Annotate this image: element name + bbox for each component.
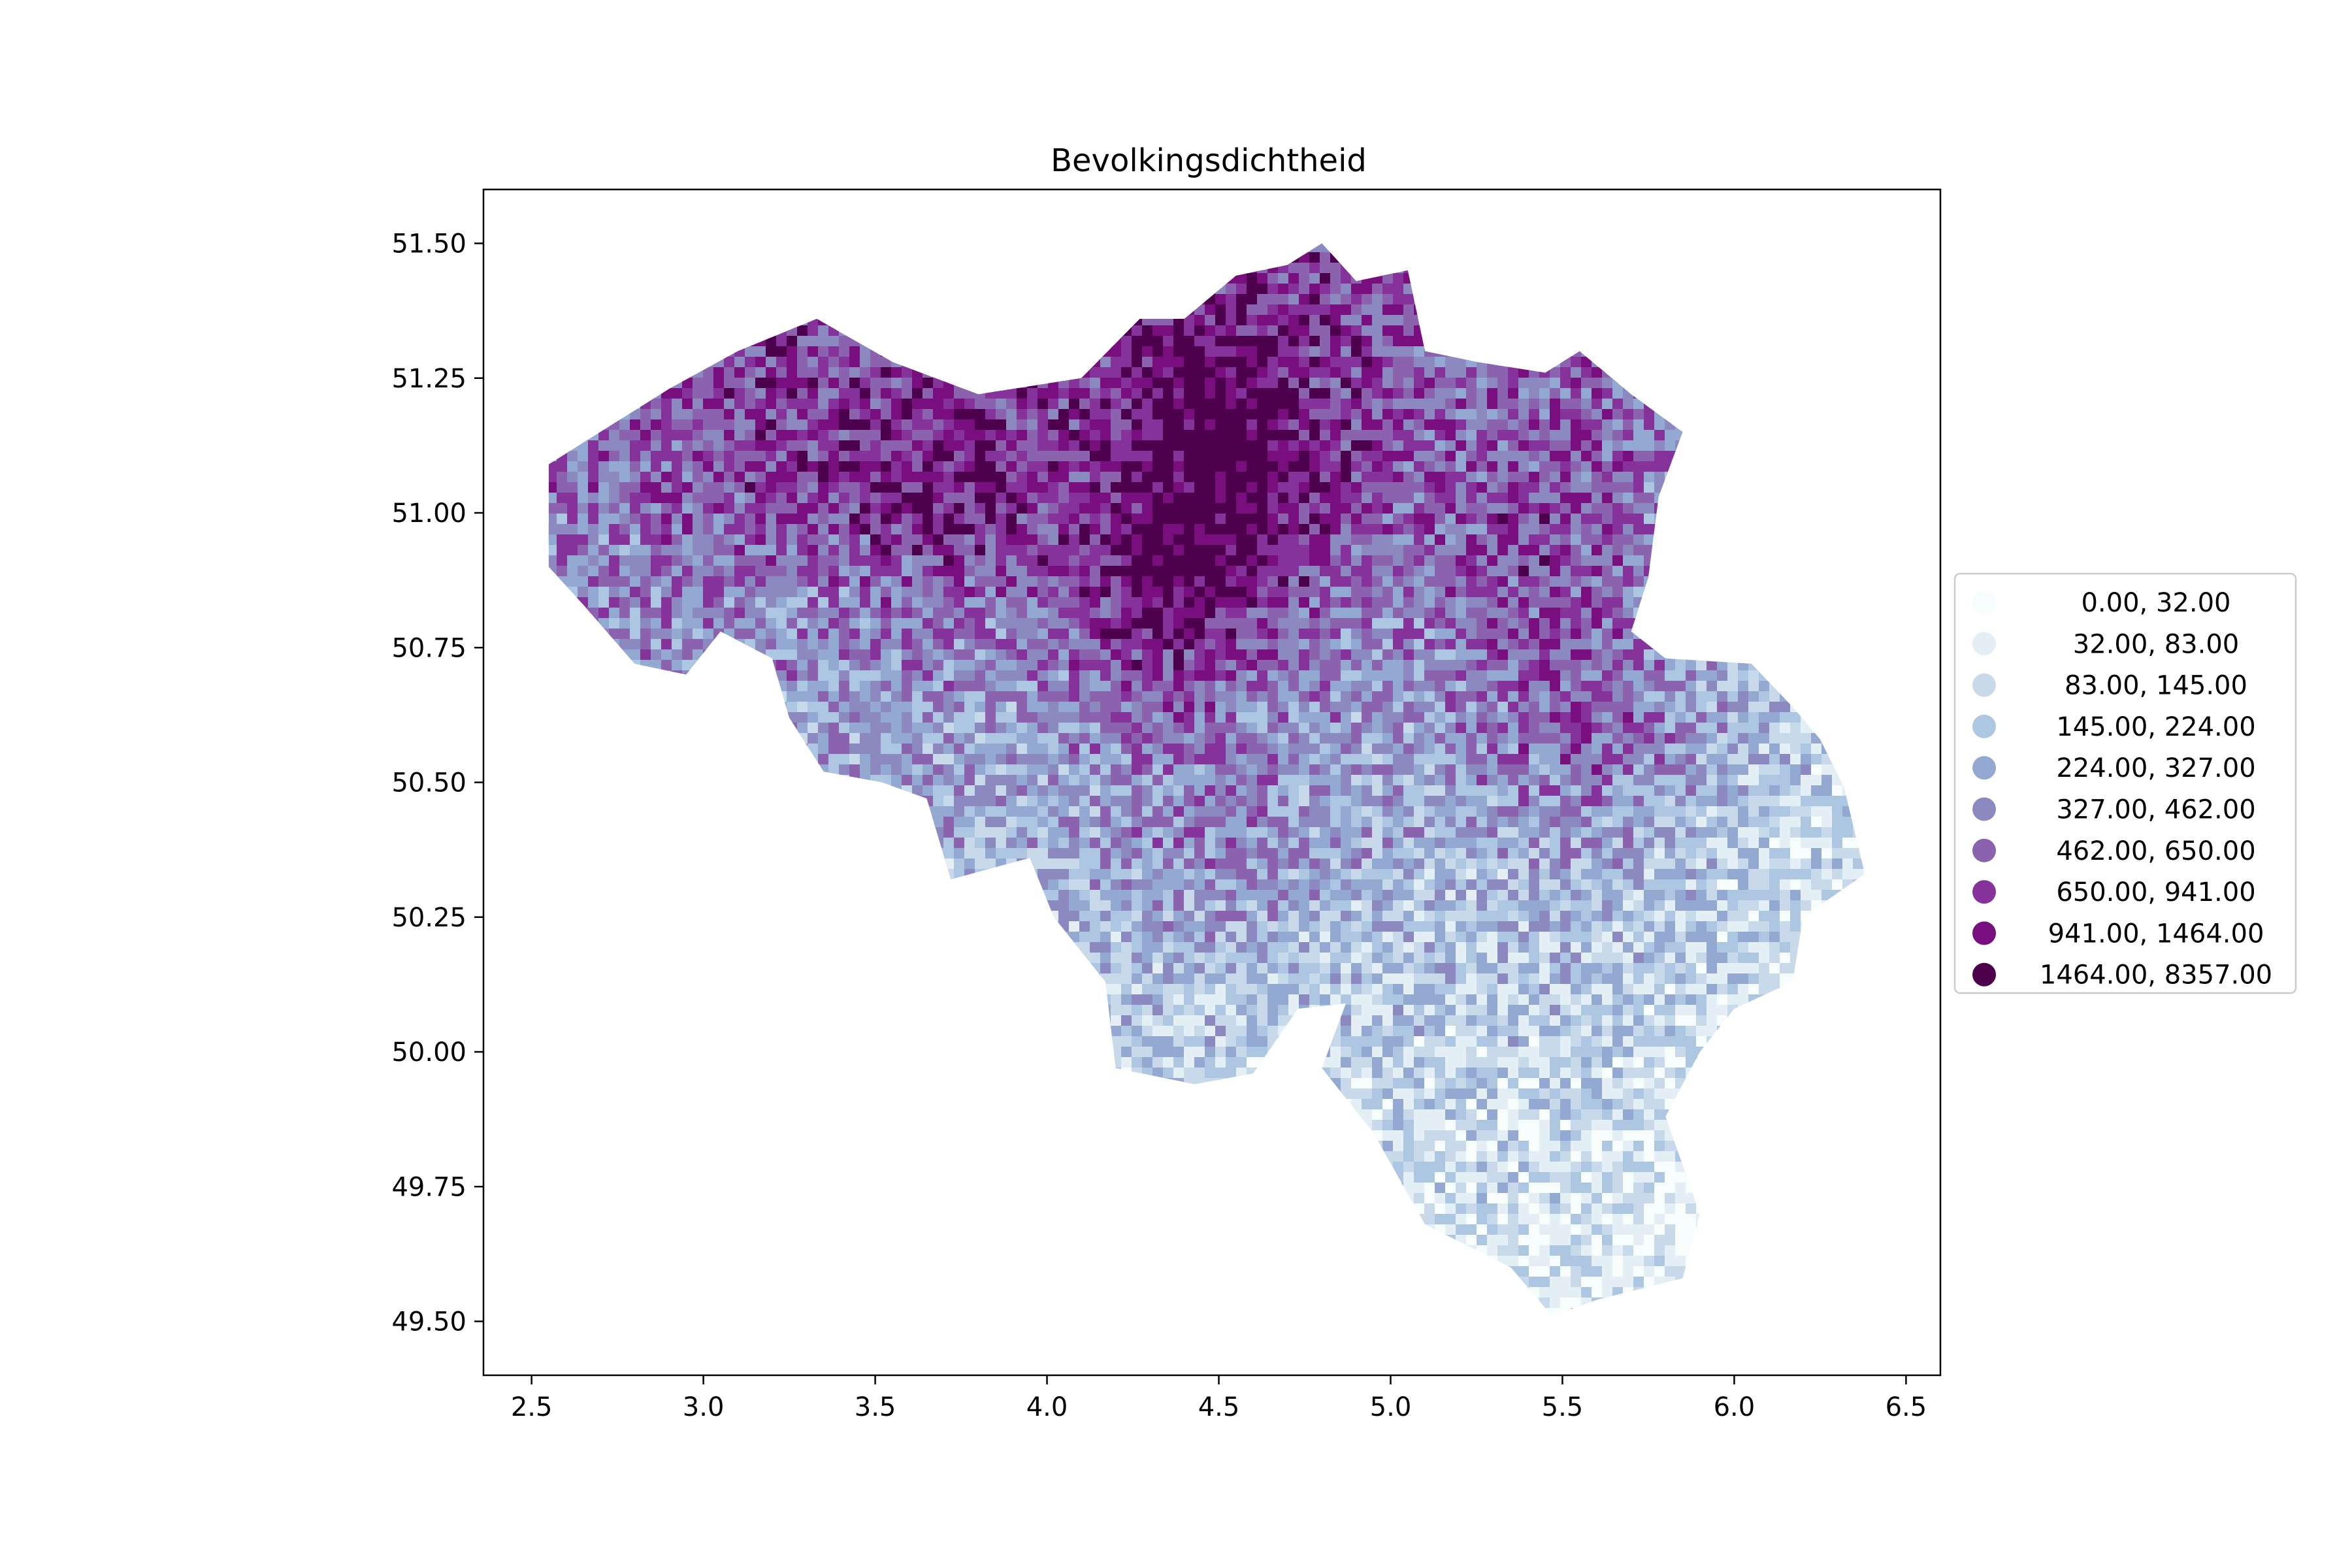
x-tick-label: 3.0 [683, 1392, 725, 1422]
legend-swatch [1972, 880, 1996, 904]
x-tick-label: 2.5 [511, 1392, 553, 1422]
legend-label: 1464.00, 8357.00 [2040, 960, 2272, 990]
legend-label: 145.00, 224.00 [2056, 712, 2255, 742]
y-tick-label: 51.25 [391, 364, 466, 394]
x-tick-label: 6.0 [1714, 1392, 1756, 1422]
y-tick-label: 51.00 [391, 498, 466, 529]
legend-label: 941.00, 1464.00 [2048, 919, 2264, 949]
legend-label: 0.00, 32.00 [2081, 588, 2230, 618]
legend-swatch [1972, 714, 1996, 738]
legend-swatch [1972, 962, 1996, 987]
x-tick-label: 5.0 [1370, 1392, 1412, 1422]
map-title: Bevolkingsdichtheid [1051, 142, 1367, 179]
y-tick-label: 50.25 [391, 903, 466, 933]
legend-label: 32.00, 83.00 [2073, 629, 2239, 659]
legend-swatch [1972, 632, 1996, 656]
x-tick-label: 3.5 [855, 1392, 896, 1422]
y-axis: 49.50 49.75 50.00 50.25 50.50 50.75 51.00 51.25… [391, 229, 483, 1337]
legend-box [1953, 572, 2297, 994]
legend-swatch [1972, 797, 1996, 821]
y-tick-label: 49.75 [391, 1172, 466, 1202]
x-tick-label: 4.5 [1198, 1392, 1240, 1422]
y-tick-label: 51.50 [391, 229, 466, 259]
x-tick-label: 6.5 [1886, 1392, 1927, 1422]
legend-swatch [1972, 756, 1996, 780]
legend-label: 83.00, 145.00 [2065, 671, 2247, 701]
x-tick-label: 5.5 [1542, 1392, 1584, 1422]
legend-swatch [1972, 591, 1996, 614]
y-tick-label: 50.75 [391, 633, 466, 663]
legend-label: 224.00, 327.00 [2056, 753, 2255, 783]
y-tick-label: 50.50 [391, 768, 466, 798]
legend-swatch [1972, 921, 1996, 945]
x-tick-label: 4.0 [1026, 1392, 1068, 1422]
legend-swatch [1972, 838, 1996, 862]
legend: 0.00, 32.00 32.00, 83.00 83.00, 145.00 145.… [1953, 572, 2297, 994]
x-axis: 2.5 3.0 3.5 4.0 4.5 5.0 5.5 6.0 6.5 [511, 1375, 1927, 1422]
y-tick-label: 50.00 [391, 1037, 466, 1068]
legend-label: 650.00, 941.00 [2056, 877, 2255, 907]
legend-label: 327.00, 462.00 [2056, 795, 2255, 825]
legend-label: 462.00, 650.00 [2056, 836, 2255, 866]
y-tick-label: 49.50 [391, 1307, 466, 1337]
legend-swatch [1972, 673, 1996, 697]
